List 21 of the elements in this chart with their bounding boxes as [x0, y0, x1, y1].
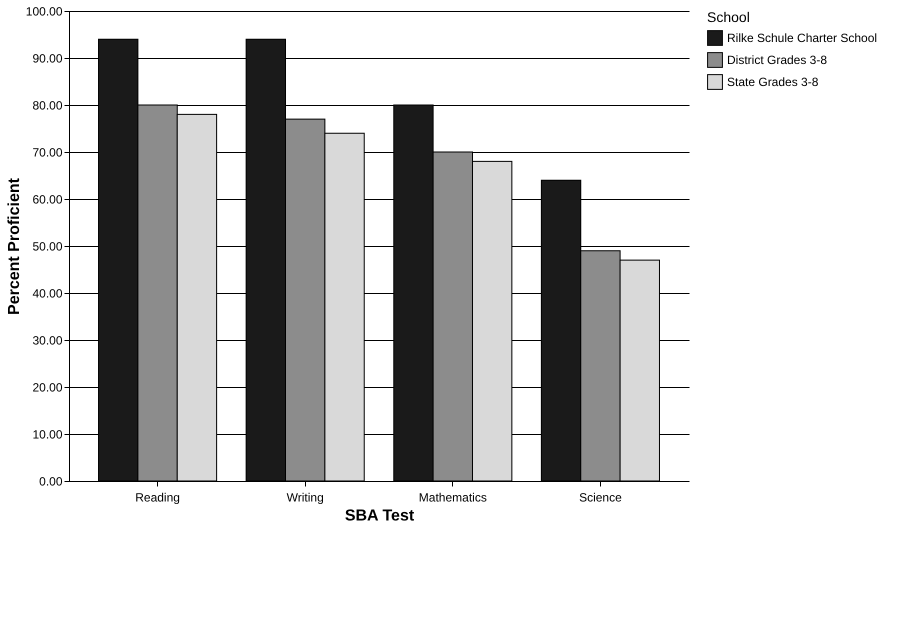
y-tick-label: 0.00 — [39, 474, 63, 488]
y-tick-label: 90.00 — [32, 52, 63, 66]
legend-title: School — [707, 9, 750, 25]
x-tick-label: Mathematics — [418, 490, 487, 504]
y-axis-title: Percent Proficient — [6, 177, 23, 315]
y-tick-label: 10.00 — [32, 428, 63, 442]
y-tick-label: 40.00 — [32, 286, 63, 300]
legend-label: District Grades 3-8 — [727, 53, 828, 67]
y-tick-label: 60.00 — [32, 192, 63, 206]
x-axis-title: SBA Test — [344, 508, 415, 524]
y-tick-label: 80.00 — [32, 98, 63, 112]
y-tick-label: 50.00 — [32, 240, 63, 254]
y-tick-label: 100.00 — [26, 4, 63, 18]
y-tick-label: 70.00 — [32, 146, 63, 160]
y-tick-label: 20.00 — [32, 380, 63, 394]
x-tick-label: Science — [579, 490, 622, 504]
y-tick-label: 30.00 — [32, 334, 63, 348]
legend-label: State Grades 3-8 — [727, 75, 819, 89]
legend-label: Rilke Schule Charter School — [727, 31, 878, 45]
x-tick-label: Writing — [286, 490, 324, 504]
x-tick-label: Reading — [135, 490, 180, 504]
